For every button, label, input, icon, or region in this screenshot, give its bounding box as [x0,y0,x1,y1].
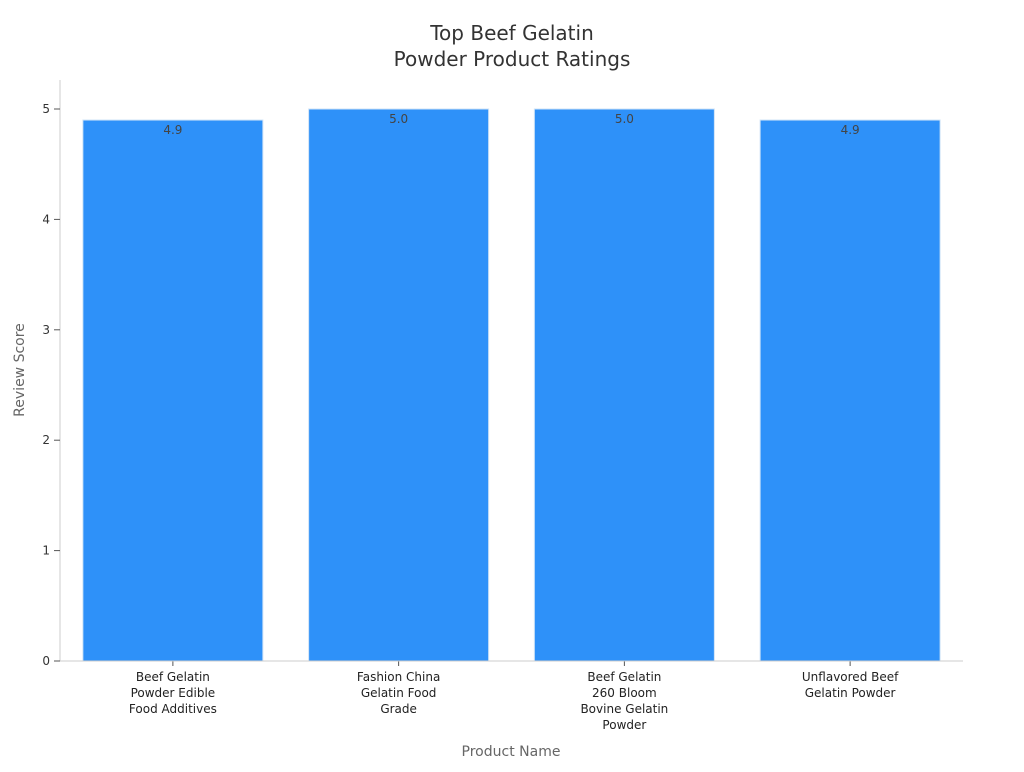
x-tick-label-line: Food Additives [129,702,217,716]
bar-4 [759,119,941,662]
x-tick-label-line: Grade [380,702,417,716]
bar-2 [308,108,490,662]
x-tick-label-line: Gelatin Powder [805,686,896,700]
x-tick-label-line: Powder Edible [131,686,216,700]
data-label-3: 5.0 [615,112,634,126]
data-label-1: 4.9 [163,123,182,137]
x-tick-label-line: Beef Gelatin [587,670,661,684]
y-tick-label-3: 3 [42,323,50,337]
y-tick-label-1: 1 [42,544,50,558]
chart-title-line-2: Powder Product Ratings [394,47,631,71]
x-tick-label-line: Beef Gelatin [136,670,210,684]
y-axis-title: Review Score [12,323,28,417]
y-tick-label-2: 2 [42,433,50,447]
data-label-2: 5.0 [389,112,408,126]
y-tick-label-5: 5 [42,102,50,116]
bar-3 [533,108,715,662]
chart-title-line-1: Top Beef Gelatin [429,21,594,45]
x-tick-label-3: Beef Gelatin 260 Bloom Bovine Gelatin Powde… [580,670,668,732]
data-label-4: 4.9 [841,123,860,137]
x-tick-label-4: Unflavored Beef Gelatin Powder [802,670,899,700]
axes-layer: Beef Gelatin Powder Edible Food Additives F… [42,80,963,732]
x-tick-label-2: Fashion China Gelatin Food Grade [357,670,440,716]
y-tick-label-4: 4 [42,212,50,226]
x-tick-label-line: 260 Bloom [592,686,657,700]
bar-1 [82,119,264,662]
x-tick-label-line: Gelatin Food [361,686,437,700]
x-tick-label-line: Powder [602,718,646,732]
bars-layer: 4.9 5.0 5.0 4.9 [82,108,941,662]
x-tick-label-line: Unflavored Beef [802,670,899,684]
x-tick-label-line: Fashion China [357,670,440,684]
x-tick-label-1: Beef Gelatin Powder Edible Food Additives [129,670,217,716]
x-tick-label-line: Bovine Gelatin [580,702,668,716]
x-axis-title: Product Name [462,744,561,760]
y-tick-label-0: 0 [42,654,50,668]
